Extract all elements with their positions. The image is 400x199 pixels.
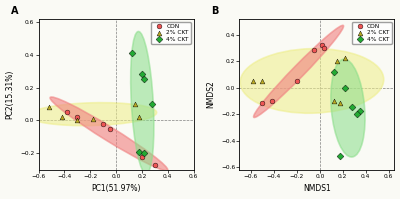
4% CKT [342, 86, 348, 89]
Ellipse shape [331, 59, 365, 157]
4% CKT [349, 106, 355, 109]
4% CKT [337, 155, 344, 158]
Text: B: B [212, 6, 219, 16]
CON [294, 79, 300, 83]
CON [64, 111, 70, 114]
4% CKT [141, 152, 148, 155]
CON [259, 102, 266, 105]
Legend: CON, 2% CKT, 4% CKT: CON, 2% CKT, 4% CKT [151, 21, 191, 44]
CON [311, 49, 317, 52]
Legend: CON, 2% CKT, 4% CKT: CON, 2% CKT, 4% CKT [352, 21, 392, 44]
CON [152, 163, 158, 166]
4% CKT [136, 150, 142, 153]
CON [268, 99, 275, 102]
2% CKT [58, 116, 65, 119]
CON [139, 155, 145, 158]
Ellipse shape [28, 103, 157, 126]
4% CKT [353, 112, 360, 116]
2% CKT [90, 117, 96, 120]
CON [74, 116, 80, 119]
Ellipse shape [254, 25, 344, 117]
CON [106, 127, 113, 130]
2% CKT [337, 102, 344, 105]
4% CKT [139, 73, 145, 76]
Text: A: A [11, 6, 18, 16]
Ellipse shape [131, 31, 154, 174]
2% CKT [259, 79, 266, 83]
2% CKT [330, 99, 337, 102]
2% CKT [74, 119, 80, 122]
4% CKT [141, 78, 148, 81]
X-axis label: NMDS1: NMDS1 [303, 184, 331, 193]
X-axis label: PC1(51.97%): PC1(51.97%) [91, 184, 141, 193]
Ellipse shape [240, 49, 384, 113]
4% CKT [330, 70, 337, 73]
2% CKT [46, 106, 52, 109]
CON [100, 122, 106, 125]
4% CKT [128, 52, 135, 55]
4% CKT [357, 110, 363, 113]
CON [319, 44, 325, 47]
Y-axis label: NMDS2: NMDS2 [206, 80, 216, 108]
2% CKT [342, 57, 348, 60]
2% CKT [132, 102, 138, 106]
CON [321, 46, 328, 49]
2% CKT [334, 60, 340, 63]
2% CKT [250, 79, 256, 83]
Ellipse shape [50, 97, 168, 171]
4% CKT [149, 102, 155, 106]
2% CKT [136, 116, 142, 119]
Y-axis label: PC2(15.31%): PC2(15.31%) [6, 69, 14, 119]
